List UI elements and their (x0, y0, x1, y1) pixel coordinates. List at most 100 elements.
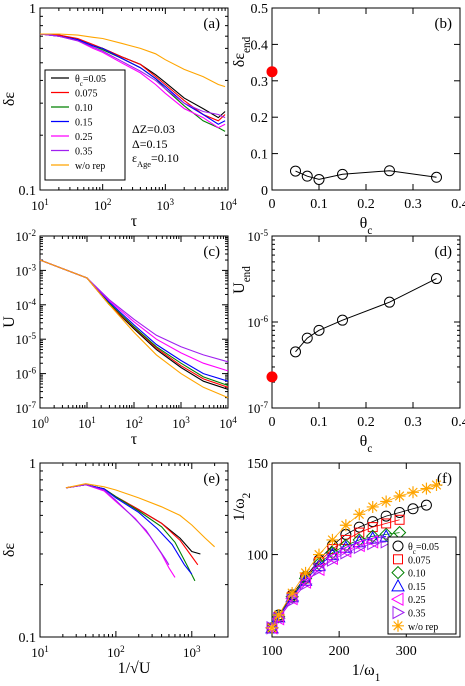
y-tick-label-part: 10 (247, 315, 260, 330)
data-point-3-8 (365, 531, 380, 544)
data-point-6-2 (286, 587, 299, 600)
panel-label: (c) (203, 244, 220, 260)
plot-frame (39, 462, 229, 638)
x-axis-label: θc (360, 433, 373, 455)
x-axis-label: 1/ω1 (352, 662, 381, 684)
legend-entry: w/o rep (75, 161, 105, 172)
x-tick-label-part: 10 (125, 416, 138, 431)
data-point-5-9 (380, 534, 394, 549)
y-tick-label: 10-5 (15, 331, 36, 347)
panel-a: 101 102 103 1040.11(a)τδεθc=0.050.0750.100.… (1, 2, 237, 230)
y-tick-label-part: -6 (260, 314, 268, 324)
x-tick-label: 0.4 (451, 415, 465, 430)
x-tick-label-part: 10 (78, 416, 91, 431)
legend-marker (392, 540, 404, 552)
x-tick-label: 100 (31, 415, 49, 431)
legend-entry-part: c (413, 548, 416, 556)
data-point-0-9 (380, 510, 392, 522)
data-point-0-1 (301, 332, 313, 344)
x-axis-label-part: θ (360, 215, 368, 232)
data-point-4-5 (325, 551, 338, 566)
annotation-part: ε (132, 151, 137, 165)
data-point-4-7 (352, 538, 365, 553)
annotation: εAge=0.10 (132, 151, 179, 169)
legend-entry: 0.15 (408, 582, 426, 593)
panel-label: (a) (203, 16, 220, 32)
series-line-3 (65, 484, 193, 575)
y-tick-label: 0.4 (251, 38, 269, 53)
series-line-1 (39, 259, 229, 388)
series-line-2 (39, 259, 229, 387)
x-tick-label: 0.2 (357, 415, 375, 430)
data-point-0-8 (367, 516, 379, 528)
series-line-4 (39, 259, 229, 372)
data-point-0-2 (313, 324, 325, 336)
x-tick-label: 0.4 (451, 197, 465, 212)
legend-marker (392, 619, 404, 632)
x-tick-label: 103 (172, 415, 190, 431)
data-point-6-12 (420, 482, 433, 495)
x-axis-label-part: c (367, 443, 372, 455)
y-axis-label-part: U (231, 282, 248, 294)
y-tick-label: 1 (29, 2, 36, 17)
panel-c: 100 101 102 103 10410-710-610-510-410-310-2(… (1, 228, 237, 448)
y-axis-label: U (1, 316, 18, 328)
y-axis-label-part: 1/ω (231, 498, 248, 521)
series-line-5 (39, 259, 229, 363)
data-point-6-4 (313, 548, 325, 561)
x-tick-label-part: 2 (107, 197, 112, 207)
y-axis-label-part: end (241, 266, 253, 283)
y-tick-label: 10-6 (15, 366, 36, 382)
data-point-0-12 (420, 499, 432, 511)
data-point-5-5 (326, 553, 340, 567)
data-point-5-3 (300, 577, 313, 591)
legend-entry: 0.35 (408, 609, 426, 620)
series-line-3 (39, 33, 226, 125)
data-point-3-9 (379, 529, 393, 542)
data-point-0-0 (290, 346, 301, 358)
legend-entry: 0.10 (75, 103, 93, 114)
x-tick-label-part: 1 (44, 644, 49, 654)
x-tick-label: 101 (31, 644, 49, 660)
legend-entry-part: c (80, 80, 83, 88)
x-tick-label: 101 (31, 197, 49, 213)
x-tick-label: 102 (125, 415, 143, 431)
legend-entry: w/o rep (408, 622, 438, 633)
data-point-5-6 (340, 545, 353, 560)
data-point-0-0 (290, 165, 301, 177)
legend-entry: 0.15 (75, 118, 93, 129)
x-tick-label: 0 (269, 197, 276, 212)
data-point-1-0 (266, 66, 278, 78)
x-tick-label-part: 10 (157, 198, 170, 213)
y-tick-label-part: 10 (15, 298, 28, 313)
data-point-5-8 (367, 536, 380, 551)
data-point-2-7 (352, 533, 366, 547)
x-tick-label: 0.3 (404, 197, 422, 212)
x-tick-label-part: 10 (183, 645, 196, 660)
x-axis-label-part: c (367, 225, 372, 237)
data-point-6-1 (272, 609, 285, 622)
legend-marker (390, 592, 404, 607)
panel-label: (d) (435, 244, 453, 260)
y-tick-label: 0.2 (251, 111, 269, 126)
x-axis-label: θc (360, 215, 373, 237)
series-line-2 (65, 484, 196, 582)
data-point-0-3 (337, 314, 348, 326)
data-point-6-8 (366, 500, 379, 513)
series-line-1 (65, 484, 199, 566)
x-tick-label-part: 2 (138, 415, 143, 425)
x-tick-label-part: 0 (44, 415, 49, 425)
y-tick-label-part: -6 (28, 366, 36, 376)
data-point-3-5 (325, 547, 340, 561)
x-axis-label-part: 1 (375, 672, 381, 684)
x-tick-label-part: 10 (219, 198, 232, 213)
y-tick-label: 100 (247, 549, 268, 564)
x-tick-label-part: 3 (196, 644, 201, 654)
y-tick-label-part: -5 (260, 228, 268, 238)
x-tick-label: 0.1 (310, 415, 328, 430)
x-tick-label-part: 1 (91, 415, 96, 425)
annotation-part: =0.10 (151, 151, 179, 165)
panel-f: 100 200 300100150(f)1/ω11/ω2θc=0.050.0750.… (231, 457, 461, 684)
